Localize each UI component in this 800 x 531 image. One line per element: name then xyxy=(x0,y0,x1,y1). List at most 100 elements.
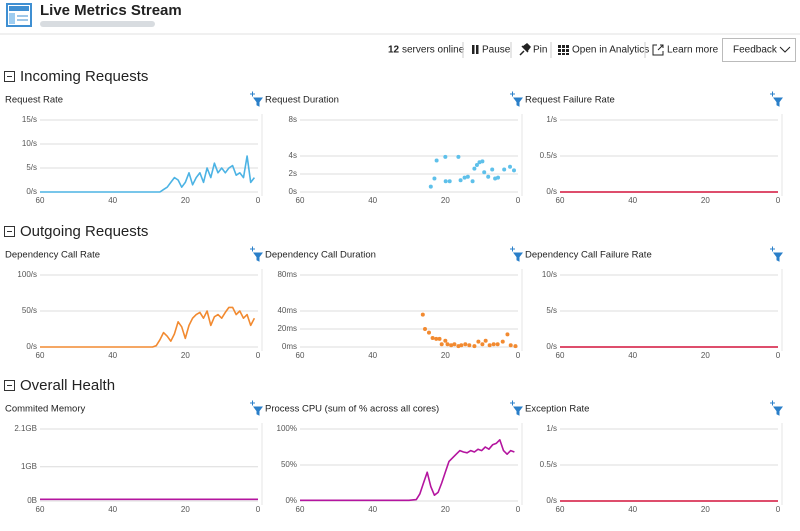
filter-icon[interactable] xyxy=(770,400,783,416)
section-toggle[interactable] xyxy=(4,226,15,237)
scatter-point xyxy=(462,175,467,180)
x-tick-label: 20 xyxy=(181,351,190,360)
x-tick-label: 20 xyxy=(701,196,710,205)
chart-panel: Dependency Call Duration 0ms 20ms 40ms 80ms 6… xyxy=(265,246,523,360)
y-tick-label: 8s xyxy=(289,115,297,124)
scatter-point xyxy=(434,336,439,341)
scatter-point xyxy=(459,343,464,348)
analytics-label[interactable]: Open in Analytics xyxy=(572,45,649,56)
scatter-point xyxy=(456,154,461,159)
filter-icon[interactable] xyxy=(510,91,523,107)
feedback-label[interactable]: Feedback xyxy=(733,45,778,56)
y-tick-label: 0.5/s xyxy=(540,151,557,160)
scatter-point xyxy=(434,158,439,163)
filter-icon[interactable] xyxy=(510,246,523,262)
pause-button[interactable]: Pause xyxy=(472,45,511,56)
scatter-point xyxy=(482,170,487,175)
y-tick-label: 5/s xyxy=(26,163,37,172)
y-tick-label: 10/s xyxy=(542,270,557,279)
scatter-point xyxy=(513,344,518,349)
y-tick-label: 40ms xyxy=(277,306,297,315)
series-line xyxy=(40,306,256,348)
x-tick-label: 40 xyxy=(108,505,117,514)
x-tick-label: 20 xyxy=(701,505,710,514)
scatter-point xyxy=(428,184,433,189)
section-toggle[interactable] xyxy=(4,71,15,82)
chart-panel: Commited Memory 0B 1GB 2.1GB 60 40 20 0 xyxy=(5,400,263,514)
filter-icon[interactable] xyxy=(770,246,783,262)
chart-panel: Request Duration 0s 2s 4s 8s 60 40 20 0 xyxy=(265,91,523,205)
scatter-point xyxy=(437,336,442,341)
y-tick-label: 15/s xyxy=(22,115,37,124)
scatter-point xyxy=(420,312,425,317)
y-tick-label: 4s xyxy=(289,151,297,160)
scatter-point xyxy=(508,164,513,169)
scatter-point xyxy=(500,339,505,344)
y-tick-label: 0/s xyxy=(546,496,557,505)
x-tick-label: 20 xyxy=(181,196,190,205)
scatter-point xyxy=(445,342,450,347)
analytics-button[interactable]: Open in Analytics xyxy=(558,45,649,56)
learn-more-label[interactable]: Learn more xyxy=(667,45,719,56)
x-tick-label: 60 xyxy=(36,196,45,205)
filter-button[interactable] xyxy=(770,91,783,107)
series-line xyxy=(40,155,256,193)
x-tick-label: 0 xyxy=(776,196,781,205)
filter-icon[interactable] xyxy=(250,246,263,262)
x-tick-label: 0 xyxy=(256,505,261,514)
panel-title: Commited Memory xyxy=(5,404,85,415)
scatter-point xyxy=(490,167,495,172)
chart-panel: Exception Rate 0/s 0.5/s 1/s 60 40 20 0 xyxy=(525,400,783,514)
x-tick-label: 60 xyxy=(556,196,565,205)
scatter-point xyxy=(495,342,500,347)
learn-more-link[interactable]: Learn more xyxy=(652,44,719,56)
filter-button[interactable] xyxy=(770,400,783,416)
filter-button[interactable] xyxy=(250,246,263,262)
panel-title: Process CPU (sum of % across all cores) xyxy=(265,404,439,415)
scatter-point xyxy=(496,175,501,180)
filter-icon[interactable] xyxy=(250,91,263,107)
section-title: Incoming Requests xyxy=(20,68,148,85)
scatter-point xyxy=(443,154,448,159)
panel-title: Request Duration xyxy=(265,95,339,106)
pin-button[interactable]: Pin xyxy=(519,43,547,56)
x-tick-label: 60 xyxy=(296,505,305,514)
feedback-dropdown[interactable]: Feedback xyxy=(722,38,796,62)
pin-label[interactable]: Pin xyxy=(533,45,547,56)
blurred-subtitle xyxy=(40,21,155,27)
filter-button[interactable] xyxy=(250,91,263,107)
x-tick-label: 40 xyxy=(368,505,377,514)
x-tick-label: 20 xyxy=(181,505,190,514)
section-toggle[interactable] xyxy=(4,380,15,391)
scatter-point xyxy=(467,343,472,348)
filter-button[interactable] xyxy=(510,246,523,262)
scatter-point xyxy=(443,338,448,343)
scatter-point xyxy=(486,174,491,179)
y-tick-label: 10/s xyxy=(22,139,37,148)
page-title: Live Metrics Stream xyxy=(40,2,182,19)
filter-icon[interactable] xyxy=(770,91,783,107)
x-tick-label: 0 xyxy=(516,351,521,360)
section-title: Outgoing Requests xyxy=(20,223,148,240)
x-tick-label: 0 xyxy=(516,505,521,514)
filter-button[interactable] xyxy=(510,91,523,107)
x-tick-label: 0 xyxy=(776,351,781,360)
x-tick-label: 60 xyxy=(36,351,45,360)
scatter-point xyxy=(480,342,485,347)
chart-panel: Process CPU (sum of % across all cores) 0… xyxy=(265,400,523,514)
filter-button[interactable] xyxy=(770,246,783,262)
pause-label[interactable]: Pause xyxy=(482,45,511,56)
scatter-point xyxy=(426,330,431,335)
x-tick-label: 20 xyxy=(441,351,450,360)
x-tick-label: 0 xyxy=(256,351,261,360)
filter-button[interactable] xyxy=(250,400,263,416)
y-tick-label: 0/s xyxy=(26,187,37,196)
x-tick-label: 40 xyxy=(108,196,117,205)
filter-icon[interactable] xyxy=(250,400,263,416)
x-tick-label: 0 xyxy=(256,196,261,205)
y-tick-label: 0% xyxy=(285,496,297,505)
y-tick-label: 1/s xyxy=(546,115,557,124)
filter-button[interactable] xyxy=(510,400,523,416)
filter-icon[interactable] xyxy=(510,400,523,416)
